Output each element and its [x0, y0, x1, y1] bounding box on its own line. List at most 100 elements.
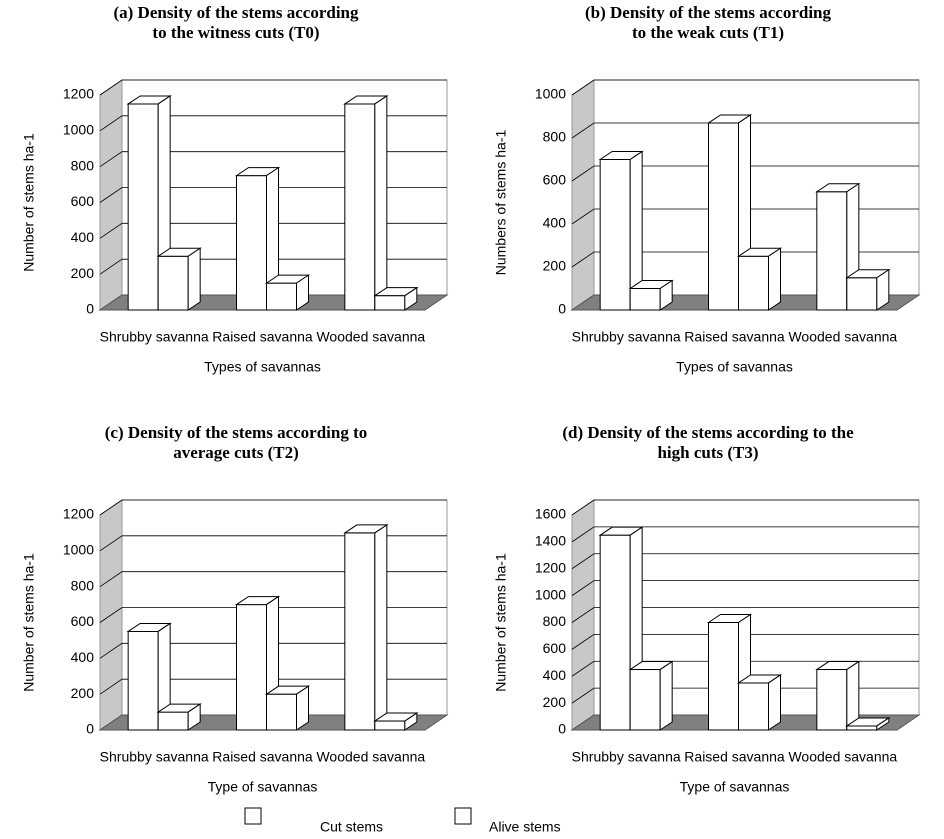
grid-line [571, 607, 919, 623]
bar-side [187, 703, 201, 731]
y-tick-label: 1200 [63, 86, 94, 102]
bar [156, 703, 202, 731]
bar [156, 247, 202, 311]
bar-front [599, 534, 631, 731]
left-wall [571, 79, 595, 311]
bar [343, 523, 389, 731]
bar-side [768, 674, 781, 731]
y-tick-label: 0 [558, 721, 566, 737]
y-tick-label: 200 [543, 694, 567, 710]
grid-line [99, 79, 447, 96]
y-tick-label: 1600 [535, 506, 566, 522]
grid-line [571, 633, 919, 650]
x-axis-label: Type of savannas [208, 779, 318, 795]
grid-line [571, 251, 919, 268]
bar-front [157, 255, 189, 311]
chart-panel: (c) Density of the stems according toave… [21, 423, 449, 795]
x-tick-label: Raised savanna [684, 749, 785, 765]
bar [598, 150, 644, 311]
x-tick-label: Wooded savanna [788, 329, 897, 345]
grid-line [99, 222, 447, 239]
y-tick-label: 1000 [63, 122, 94, 138]
bar [706, 114, 753, 311]
grid-line [571, 580, 919, 596]
grid-line [571, 499, 919, 516]
bar [706, 613, 753, 731]
x-tick-label: Raised savanna [212, 749, 313, 765]
grid-line [571, 553, 919, 570]
y-tick-label: 800 [71, 577, 95, 593]
chart-title: to the weak cuts (T1) [632, 23, 784, 42]
y-tick-label: 400 [543, 215, 567, 231]
legend-label: Cut stems [320, 819, 383, 835]
bar [845, 717, 891, 731]
bar [264, 274, 311, 311]
x-axis-label: Type of savannas [680, 779, 790, 795]
y-tick-label: 0 [558, 301, 566, 317]
grid-line [99, 642, 447, 659]
bar-front [236, 175, 267, 311]
bar-side [374, 95, 388, 311]
y-tick-label: 600 [71, 193, 95, 209]
bar-front [708, 622, 739, 731]
y-tick-label: 400 [71, 649, 95, 665]
chart-title: high cuts (T3) [657, 443, 758, 462]
y-tick-label: 0 [86, 301, 94, 317]
y-tick-label: 600 [71, 613, 95, 629]
y-tick-label: 200 [71, 265, 95, 281]
bar-side [659, 279, 673, 311]
bar-side [659, 660, 673, 731]
grid-line [99, 499, 447, 516]
bar [373, 712, 419, 731]
x-axis-label: Types of savannas [204, 359, 321, 375]
bar-side [876, 268, 890, 311]
y-tick-label: 800 [543, 613, 567, 629]
bar [845, 268, 891, 311]
bar [628, 279, 674, 311]
chart-title: (d) Density of the stems according to th… [562, 423, 854, 442]
grid-line [571, 79, 919, 96]
grid-line [571, 687, 919, 704]
x-tick-label: Raised savanna [212, 329, 313, 345]
grid-line [99, 187, 447, 203]
bar-side [404, 712, 418, 731]
bar-front [344, 532, 376, 731]
grid-line [571, 122, 919, 139]
y-axis-label: Number of stems ha-1 [21, 553, 37, 692]
grid-line [99, 258, 447, 275]
chart-title: (c) Density of the stems according to [105, 423, 368, 442]
bar [264, 685, 311, 731]
x-tick-label: Raised savanna [684, 329, 785, 345]
bar-front [816, 191, 848, 311]
y-tick-label: 0 [86, 721, 94, 737]
grid-line [99, 115, 447, 132]
y-tick-label: 1400 [535, 533, 566, 549]
chart-panel: (d) Density of the stems according to th… [493, 423, 921, 795]
bar-front [127, 630, 159, 731]
grid-line [571, 208, 919, 225]
y-axis-label: Number of stems ha-1 [21, 133, 37, 272]
bar-front [738, 255, 769, 311]
y-tick-label: 1200 [63, 506, 94, 522]
y-axis-label: Numbers of stems ha-1 [493, 130, 509, 276]
bar-front [846, 725, 878, 731]
y-tick-label: 200 [71, 685, 95, 701]
x-axis-label: Types of savannas [676, 359, 793, 375]
bar-front [374, 295, 406, 311]
y-tick-label: 1000 [63, 542, 94, 558]
grid-line [99, 607, 447, 623]
y-tick-label: 400 [71, 229, 95, 245]
bar [736, 247, 783, 311]
bar-side [404, 286, 418, 311]
y-tick-label: 1000 [535, 586, 566, 602]
grid-line [99, 678, 447, 695]
grid-line [571, 660, 919, 677]
bar-front [816, 669, 848, 731]
bar-front [374, 720, 406, 731]
bar-front [708, 122, 739, 311]
bar-front [266, 693, 297, 731]
bar-side [374, 523, 388, 731]
bar [628, 660, 674, 731]
legend-label: Alive stems [489, 819, 561, 835]
